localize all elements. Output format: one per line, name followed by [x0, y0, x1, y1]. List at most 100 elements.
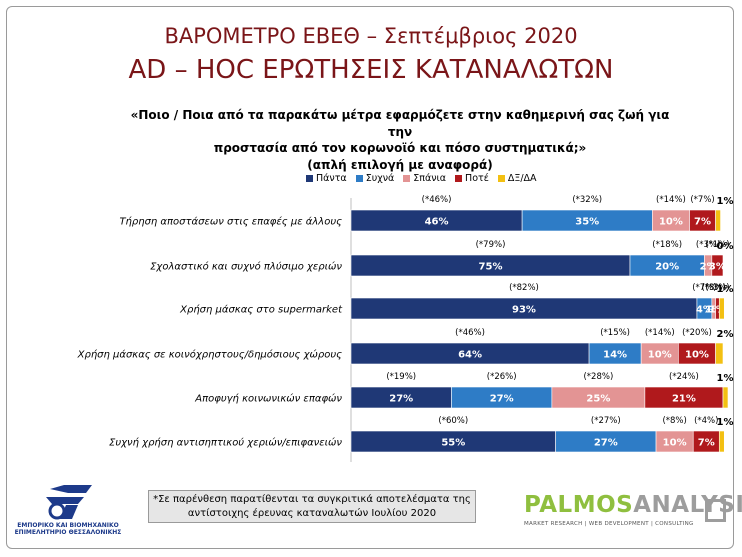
legend-item: Πάντα — [306, 173, 347, 184]
ebeth-logo: ΕΜΠΟΡΙΚΟ ΚΑΙ ΒΙΟΜΗΧΑΝΙΚΟ ΕΠΙΜΕΛΗΤΗΡΙΟ ΘΕ… — [12, 481, 124, 539]
data-label: 1% — [717, 417, 734, 428]
previous-value-label: (*60%) — [438, 416, 468, 426]
bar-segment — [711, 254, 724, 277]
data-label: 0% — [717, 241, 734, 252]
data-label: 75% — [479, 262, 503, 273]
data-label: 7% — [698, 438, 715, 449]
legend-label: Συχνά — [365, 173, 395, 184]
previous-value-label: (*20%) — [682, 328, 712, 338]
previous-value-label: (*7%) — [692, 283, 716, 293]
data-label: 27% — [490, 394, 514, 405]
category-label: Συχνή χρήση αντισηπτικού χεριών/επιφανει… — [109, 437, 342, 449]
logo-square-icon — [705, 499, 726, 522]
bar-segment — [715, 209, 721, 232]
previous-value-label: (*79%) — [476, 240, 506, 250]
data-label: 1% — [717, 284, 734, 295]
category-label: Χρήση μάσκας σε κοινόχρηστους/δημόσιους … — [77, 349, 342, 361]
data-label: 1% — [717, 196, 734, 207]
previous-value-label: (*3%) — [705, 283, 729, 293]
legend-swatch — [355, 175, 363, 182]
logo-tagline: MARKET RESEARCH | WEB DEVELOPMENT | CONS… — [524, 521, 694, 527]
footnote-line: αντίστοιχης έρευνας καταναλωτών Ιουλίου … — [187, 508, 437, 519]
data-label: 10% — [685, 350, 709, 361]
previous-value-label: (*24%) — [669, 372, 699, 382]
data-label: 2% — [700, 262, 717, 273]
data-label: 3% — [709, 262, 726, 273]
previous-value-label: (*32%) — [572, 195, 602, 205]
question-line: (απλή επιλογή με αναφορά) — [307, 157, 493, 172]
footnote-line: *Σε παρένθεση παρατίθενται τα συγκριτικά… — [153, 494, 471, 505]
slide-frame — [6, 6, 734, 549]
question-line: «Ποιο / Ποια από τα παρακάτω μέτρα εφαρμ… — [130, 108, 670, 139]
data-label: 1% — [705, 305, 722, 316]
data-label: 21% — [672, 394, 696, 405]
data-label: 35% — [575, 217, 599, 228]
data-label: 46% — [425, 217, 449, 228]
logo-text-palmos: PALMOS — [524, 492, 634, 518]
ebeth-logo-line: ΕΠΙΜΕΛΗΤΗΡΙΟ ΘΕΣΣΑΛΟΝΙΚΗΣ — [14, 529, 122, 536]
legend-item: Σπάνια — [403, 173, 446, 184]
category-label: Χρήση μάσκας στο supermarket — [179, 304, 343, 316]
previous-value-label: (*82%) — [509, 283, 539, 293]
legend-item: Ποτέ — [455, 173, 489, 184]
previous-value-label: (*19%) — [386, 372, 416, 382]
survey-question: «Ποιο / Ποια από τα παρακάτω μέτρα εφαρμ… — [120, 107, 680, 173]
previous-value-label: (*14%) — [656, 195, 686, 205]
data-label: 14% — [603, 350, 627, 361]
data-label: 55% — [441, 438, 465, 449]
legend-swatch — [455, 175, 463, 182]
previous-value-label: (*8%) — [662, 416, 686, 426]
data-label: 25% — [586, 394, 610, 405]
ebeth-emblem-icon — [46, 485, 92, 520]
previous-value-label: (*3%) — [702, 283, 726, 293]
category-label: Σχολαστικό και συχνό πλύσιμο χεριών — [150, 261, 342, 273]
previous-value-label: (*27%) — [591, 416, 621, 426]
category-label: Τήρηση αποστάσεων στις επαφές με άλλους — [119, 216, 342, 228]
previous-value-label: (*3%) — [696, 240, 720, 250]
data-label: 10% — [659, 217, 683, 228]
data-label: 27% — [389, 394, 413, 405]
previous-value-label: (*15%) — [600, 328, 630, 338]
slide-subtitle: AD – HOC ΕΡΩΤΗΣΕΙΣ ΚΑΤΑΝΑΛΩΤΩΝ — [128, 55, 614, 85]
previous-value-label: (*18%) — [652, 240, 682, 250]
data-label: 64% — [458, 350, 482, 361]
previous-value-label: (*46%) — [455, 328, 485, 338]
previous-value-label: (*28%) — [583, 372, 613, 382]
data-label: 4% — [696, 305, 713, 316]
data-label: 10% — [648, 350, 672, 361]
bar-segment — [722, 386, 729, 409]
previous-value-label: (*7%) — [690, 195, 714, 205]
legend-swatch — [306, 175, 313, 182]
previous-value-label: (*1%) — [705, 240, 729, 250]
previous-value-label: (*14%) — [645, 328, 675, 338]
legend-label: ΔΞ/ΔΑ — [507, 173, 537, 184]
bar-segment — [718, 297, 725, 320]
data-label: 93% — [512, 305, 536, 316]
data-label: 7% — [694, 217, 711, 228]
legend-swatch — [403, 175, 411, 182]
bar-segment — [715, 342, 724, 365]
legend-swatch — [497, 175, 505, 182]
legend-item: Συχνά — [355, 173, 395, 184]
legend-item: ΔΞ/ΔΑ — [497, 173, 537, 184]
chart-legend: Πάντα Συχνά Σπάνια Ποτέ ΔΞ/ΔΑ — [306, 173, 537, 184]
bar-segment — [718, 430, 725, 453]
legend-label: Σπάνια — [413, 173, 447, 184]
data-label: 1% — [709, 305, 726, 316]
data-label: 2% — [717, 329, 734, 340]
previous-value-label: (*46%) — [422, 195, 452, 205]
category-label: Αποφυγή κοινωνικών επαφών — [194, 393, 342, 405]
data-label: 1% — [717, 373, 734, 384]
legend-label: Ποτέ — [465, 173, 489, 184]
legend-label: Πάντα — [316, 173, 347, 184]
data-label: 27% — [594, 438, 618, 449]
previous-value-label: (*4%) — [694, 416, 718, 426]
data-label: 10% — [663, 438, 687, 449]
slide-title: ΒΑΡΟΜΕΤΡΟ ΕΒΕΘ – Σεπτέμβριος 2020 — [164, 24, 578, 48]
question-line: προστασία από τον κορωνοϊό και πόσο συστ… — [213, 141, 587, 155]
previous-value-label: (*26%) — [487, 372, 517, 382]
ebeth-logo-line: ΕΜΠΟΡΙΚΟ ΚΑΙ ΒΙΟΜΗΧΑΝΙΚΟ — [17, 522, 119, 529]
palmos-analysis-logo: PALMOSANALYSIS MARKET RESEARCH | WEB DEV… — [524, 492, 742, 534]
